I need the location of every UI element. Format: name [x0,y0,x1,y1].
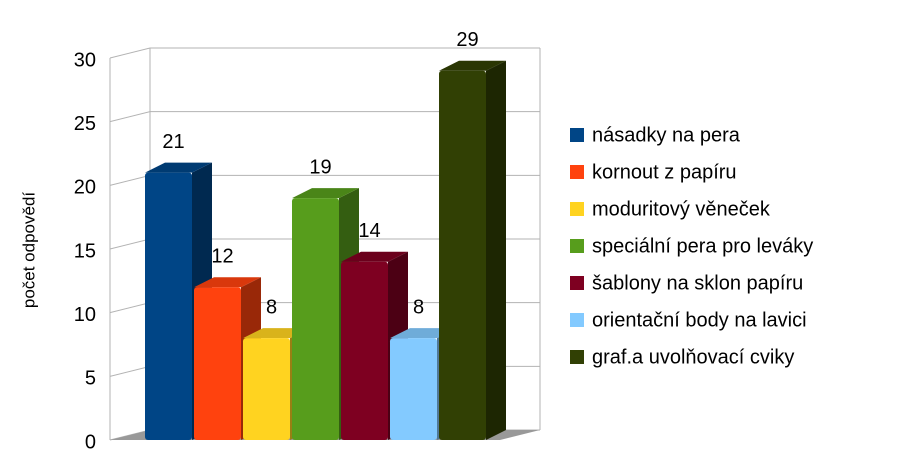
y-axis-title: počet odpovědí [19,192,38,309]
value-label: 8 [266,296,277,318]
legend-swatch [570,313,584,327]
grid-line [109,111,540,123]
bar [292,198,339,440]
y-tick-label: 10 [74,304,96,326]
legend-label: graf.a uvolňovací cviky [592,346,794,368]
bar [439,70,486,440]
bar-top [292,188,359,199]
legend-label: násadky na pera [592,124,741,146]
legend-swatch [570,128,584,142]
grid-line [109,47,540,59]
value-label: 14 [358,220,380,242]
legend-swatch [570,165,584,179]
bar [341,261,388,440]
y-tick-label: 20 [74,177,96,199]
value-label: 12 [211,245,233,267]
bar [243,338,290,440]
legend-label: orientační body na lavici [592,309,807,331]
y-tick-label: 0 [85,431,96,453]
bar-side [486,60,506,440]
bar [390,338,437,440]
bar-top [145,162,212,173]
y-tick-label: 30 [74,49,96,71]
legend-label: šablony na sklon papíru [592,272,803,294]
legend-swatch [570,276,584,290]
y-tick-label: 15 [74,240,96,262]
value-label: 21 [162,131,184,153]
bar-top [341,251,408,262]
y-tick-label: 25 [74,113,96,135]
legend-swatch [570,239,584,253]
value-label: 19 [309,156,331,178]
legend-swatch [570,350,584,364]
legend-label: moduritový věneček [592,198,771,220]
bar-top [194,277,261,288]
value-label: 8 [413,296,424,318]
legend-swatch [570,202,584,216]
bar [145,172,192,440]
y-tick-label: 5 [85,368,96,390]
legend-label: kornout z papíru [592,161,737,183]
bar-top [439,60,506,71]
legend-label: speciální pera pro leváky [592,235,813,257]
bar [194,287,241,440]
value-label: 29 [456,29,478,51]
